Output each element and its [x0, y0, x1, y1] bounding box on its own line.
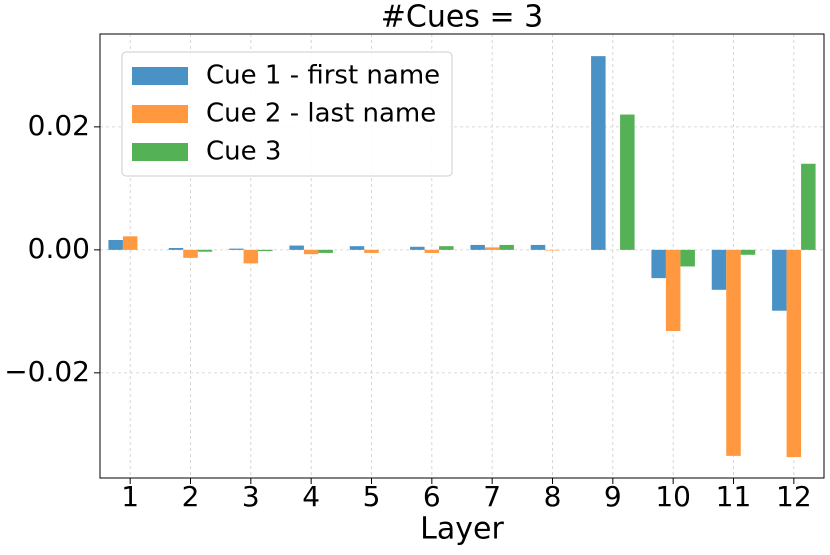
- bar: [726, 249, 741, 456]
- x-tick-label: 12: [776, 480, 812, 513]
- bar: [651, 249, 666, 279]
- y-tick-label: 0.00: [28, 232, 90, 265]
- x-tick-label: 5: [363, 480, 381, 513]
- bar: [197, 249, 213, 252]
- x-tick-label: 4: [302, 480, 320, 513]
- bar: [168, 248, 184, 250]
- x-tick-label: 10: [655, 480, 691, 513]
- bar: [545, 249, 560, 251]
- bar: [424, 249, 440, 253]
- bar: [108, 240, 123, 250]
- x-tick-label: 7: [483, 480, 501, 513]
- bar: [665, 249, 681, 332]
- legend-swatch: [132, 105, 188, 123]
- bar: [470, 244, 485, 250]
- bar: [349, 246, 365, 250]
- bar: [364, 249, 379, 253]
- x-axis-label: Layer: [420, 512, 504, 547]
- bar: [772, 249, 787, 311]
- bar: [318, 249, 333, 253]
- x-tick-label: 3: [242, 480, 260, 513]
- bar: [740, 249, 756, 255]
- y-tick-label: 0.02: [28, 109, 90, 142]
- legend-swatch: [132, 143, 188, 161]
- bar: [303, 249, 319, 255]
- x-tick-label: 11: [716, 480, 752, 513]
- bar: [439, 246, 454, 250]
- bar: [801, 163, 816, 250]
- legend-swatch: [132, 67, 188, 85]
- x-tick-label: 2: [182, 480, 200, 513]
- x-tick-label: 6: [423, 480, 441, 513]
- bar: [258, 249, 273, 252]
- bar: [289, 245, 304, 250]
- bar: [229, 248, 244, 250]
- bar: [410, 246, 425, 250]
- x-tick-label: 1: [121, 480, 139, 513]
- y-tick-label: −0.02: [4, 355, 90, 388]
- x-tick-label: 8: [544, 480, 562, 513]
- legend-label: Cue 1 - first name: [206, 61, 440, 91]
- bar: [591, 56, 606, 250]
- bar: [530, 244, 546, 250]
- bar: [122, 236, 138, 250]
- bar: [680, 249, 695, 267]
- chart-title: #Cues = 3: [381, 0, 543, 35]
- legend-box: [121, 51, 453, 177]
- legend-label: Cue 2 - last name: [206, 99, 436, 129]
- legend-label: Cue 3: [206, 137, 281, 167]
- bar: [484, 247, 500, 250]
- bar: [711, 249, 727, 290]
- bar: [620, 114, 635, 250]
- bar: [786, 249, 802, 458]
- bar: [499, 244, 514, 250]
- bar: [243, 249, 259, 264]
- x-tick-label: 9: [604, 480, 622, 513]
- plot-frame: [99, 33, 825, 479]
- bar: [183, 249, 198, 258]
